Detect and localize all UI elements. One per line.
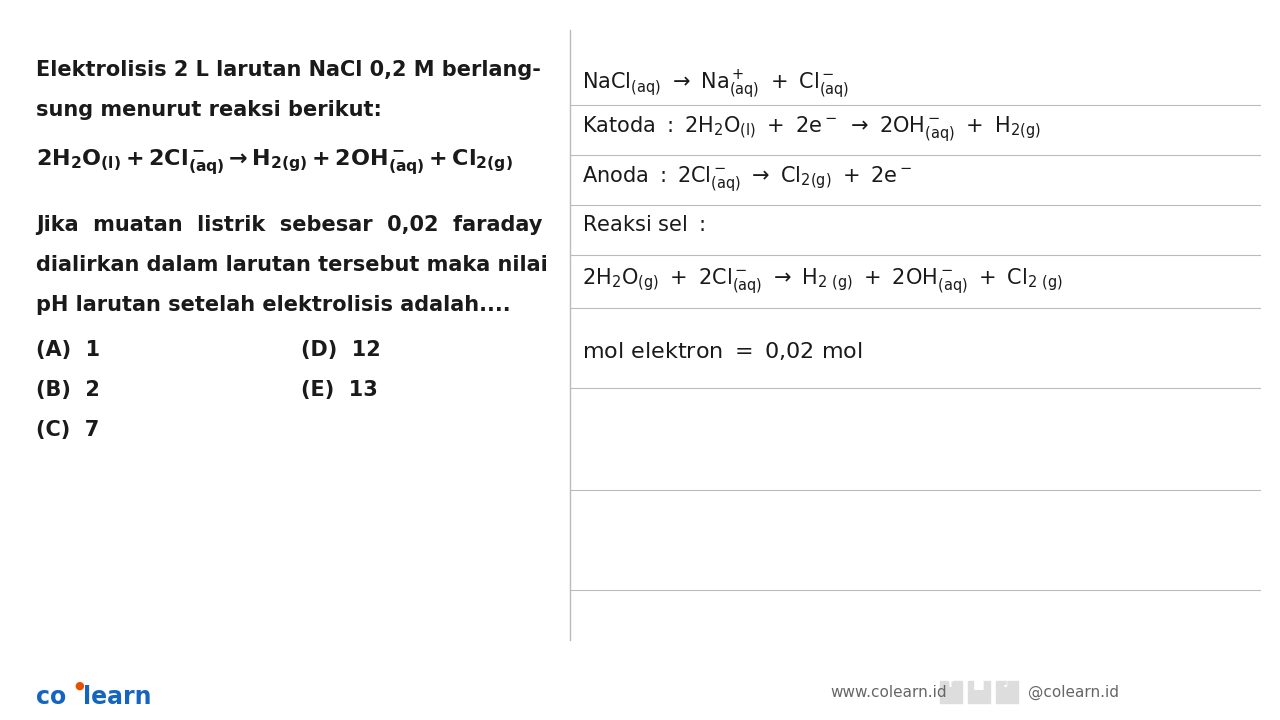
Text: $\mathrm{Reaksi\ sel\ :}$: $\mathrm{Reaksi\ sel\ :}$ bbox=[582, 215, 705, 235]
Text: ♪: ♪ bbox=[1004, 677, 1011, 690]
Text: $\mathrm{Katoda\ :\ 2H_2O_{(l)}\ +\ 2e^-\ \rightarrow\ 2OH^-_{(aq)}\ +\ H_{2(g)}: $\mathrm{Katoda\ :\ 2H_2O_{(l)}\ +\ 2e^-… bbox=[582, 115, 1041, 144]
Text: $\mathrm{Anoda\ :\ 2Cl^-_{(aq)}\ \rightarrow\ Cl_{2(g)}\ +\ 2e^-}$: $\mathrm{Anoda\ :\ 2Cl^-_{(aq)}\ \righta… bbox=[582, 165, 913, 194]
Text: @colearn.id: @colearn.id bbox=[1028, 685, 1119, 701]
Text: www.colearn.id: www.colearn.id bbox=[829, 685, 947, 700]
Bar bbox=[968, 681, 989, 703]
Text: (D)  12: (D) 12 bbox=[301, 340, 380, 360]
Text: $\mathrm{mol\ elektron\ =\ 0{,}02\ mol}$: $\mathrm{mol\ elektron\ =\ 0{,}02\ mol}$ bbox=[582, 340, 863, 362]
Text: (E)  13: (E) 13 bbox=[301, 380, 378, 400]
Text: Jika  muatan  listrik  sebesar  0,02  faraday: Jika muatan listrik sebesar 0,02 faraday bbox=[36, 215, 543, 235]
Text: f: f bbox=[948, 677, 954, 690]
Text: ■: ■ bbox=[973, 677, 984, 690]
Text: (B)  2: (B) 2 bbox=[36, 380, 100, 400]
Text: pH larutan setelah elektrolisis adalah....: pH larutan setelah elektrolisis adalah..… bbox=[36, 295, 511, 315]
Text: co: co bbox=[36, 685, 67, 709]
Text: dialirkan dalam larutan tersebut maka nilai: dialirkan dalam larutan tersebut maka ni… bbox=[36, 255, 548, 275]
Text: sung menurut reaksi berikut:: sung menurut reaksi berikut: bbox=[36, 100, 381, 120]
Text: $\mathbf{2H_2O_{(l)} + 2Cl^-_{(aq)} \rightarrow H_{2(g)} + 2OH^-_{(aq)} + Cl_{2(: $\mathbf{2H_2O_{(l)} + 2Cl^-_{(aq)} \rig… bbox=[36, 148, 513, 177]
Text: $\mathrm{NaCl_{(aq)}\ \rightarrow\ Na^+_{(aq)}\ +\ Cl^-_{(aq)}}$: $\mathrm{NaCl_{(aq)}\ \rightarrow\ Na^+_… bbox=[582, 68, 850, 101]
Bar bbox=[940, 681, 963, 703]
Text: Elektrolisis 2 L larutan NaCl 0,2 M berlang-: Elektrolisis 2 L larutan NaCl 0,2 M berl… bbox=[36, 60, 540, 80]
Text: learn: learn bbox=[83, 685, 151, 709]
Bar bbox=[996, 681, 1018, 703]
Text: $\mathrm{2H_2O_{(g)}\ +\ 2Cl^-_{(aq)}\ \rightarrow\ H_{2\ (g)}\ +\ 2OH^-_{(aq)}\: $\mathrm{2H_2O_{(g)}\ +\ 2Cl^-_{(aq)}\ \… bbox=[582, 267, 1064, 296]
Text: (A)  1: (A) 1 bbox=[36, 340, 100, 360]
Text: ●: ● bbox=[74, 681, 83, 691]
Text: (C)  7: (C) 7 bbox=[36, 420, 99, 440]
